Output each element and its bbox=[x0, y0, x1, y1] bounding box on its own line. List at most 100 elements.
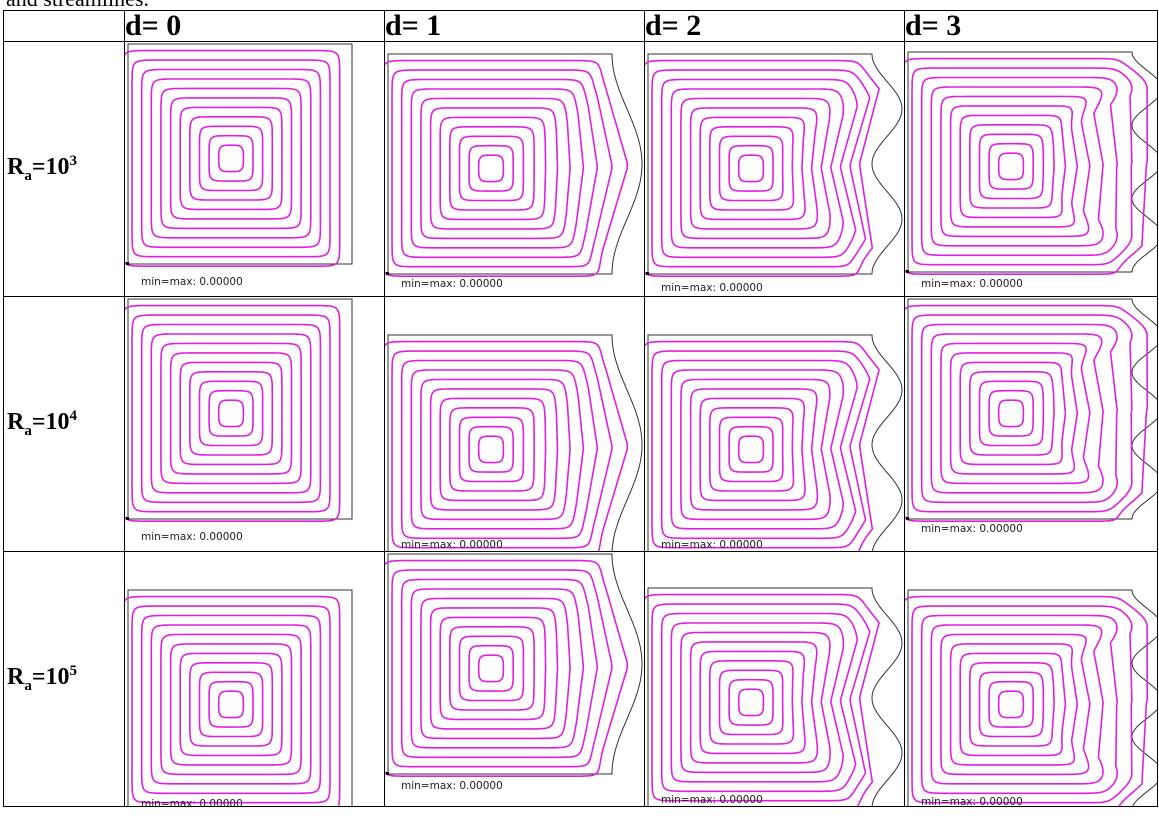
streamline-contour bbox=[959, 652, 1067, 757]
streamline-contour bbox=[179, 361, 283, 466]
streamline-contour bbox=[150, 333, 312, 494]
origin-marker bbox=[126, 517, 129, 520]
streamline-contour bbox=[458, 135, 525, 202]
streamline-contour bbox=[208, 680, 254, 728]
streamline-contour bbox=[400, 78, 599, 259]
streamline-contour bbox=[420, 97, 571, 240]
streamline-contour bbox=[969, 662, 1055, 747]
streamline-contour bbox=[905, 595, 1149, 806]
streamline-contour bbox=[699, 116, 806, 221]
streamline-plot bbox=[385, 334, 643, 551]
streamline-plot bbox=[905, 298, 1157, 522]
streamline-contour bbox=[737, 154, 765, 183]
corner-cell bbox=[3, 10, 125, 42]
streamline-contour bbox=[385, 559, 629, 777]
streamline-contour bbox=[930, 333, 1105, 494]
streamline-contour bbox=[718, 416, 784, 483]
streamline-contour bbox=[391, 569, 613, 768]
origin-marker bbox=[906, 517, 909, 520]
streamline-contour bbox=[718, 135, 784, 202]
plot-cell: min=max: 0.00000 bbox=[644, 551, 905, 807]
streamline-contour bbox=[217, 399, 245, 428]
streamline-plot bbox=[385, 553, 643, 777]
streamline-contour bbox=[189, 371, 274, 456]
streamline-contour bbox=[699, 650, 806, 755]
row-header-eq: =10 bbox=[31, 409, 70, 436]
streamline-contour bbox=[400, 578, 599, 759]
streamline-contour bbox=[189, 116, 274, 201]
streamline-contour bbox=[728, 144, 774, 192]
streamline-contour bbox=[949, 643, 1079, 766]
streamline-contour bbox=[391, 350, 613, 549]
plot-cell: min=max: 0.00000 bbox=[904, 551, 1158, 807]
origin-marker bbox=[646, 806, 649, 807]
row-header-eq: =10 bbox=[31, 154, 70, 181]
streamline-contour bbox=[160, 87, 302, 230]
streamline-contour bbox=[198, 380, 264, 447]
streamline-contour bbox=[959, 114, 1067, 219]
plot-cell: min=max: 0.00000 bbox=[384, 41, 645, 297]
min-max-label: min=max: 0.00000 bbox=[401, 780, 503, 792]
streamline-contour bbox=[208, 134, 254, 182]
streamline-contour bbox=[978, 671, 1045, 738]
streamline-contour bbox=[920, 76, 1119, 257]
origin-marker bbox=[386, 272, 389, 275]
streamline-contour bbox=[930, 86, 1105, 247]
min-max-label: min=max: 0.00000 bbox=[141, 531, 243, 543]
figure-caption: and streamlines. bbox=[6, 0, 149, 12]
streamline-contour bbox=[477, 654, 505, 683]
streamline-plot bbox=[125, 298, 353, 522]
streamline-plot bbox=[645, 53, 903, 277]
streamline-contour bbox=[429, 107, 559, 230]
domain-boundary bbox=[387, 553, 643, 775]
streamline-contour bbox=[911, 605, 1133, 804]
streamline-contour bbox=[905, 57, 1149, 275]
streamline-contour bbox=[140, 68, 322, 249]
streamline-contour bbox=[930, 624, 1105, 785]
streamline-contour bbox=[385, 340, 629, 551]
streamline-contour bbox=[217, 690, 245, 719]
streamline-contour bbox=[689, 388, 819, 511]
streamline-contour bbox=[660, 78, 859, 259]
streamline-plot bbox=[905, 589, 1157, 806]
streamline-contour bbox=[468, 425, 514, 473]
streamline-contour bbox=[988, 680, 1034, 728]
domain-boundary bbox=[387, 53, 643, 275]
streamline-plot bbox=[125, 43, 353, 267]
streamline-contour bbox=[449, 126, 536, 211]
streamline-contour bbox=[670, 622, 845, 783]
streamline-contour bbox=[689, 641, 819, 764]
streamline-contour bbox=[911, 314, 1133, 513]
row-header-sub: a bbox=[24, 422, 32, 439]
plot-cell: min=max: 0.00000 bbox=[124, 551, 385, 807]
streamline-contour bbox=[969, 124, 1055, 209]
streamline-contour bbox=[391, 69, 613, 268]
origin-marker bbox=[126, 262, 129, 265]
streamline-plot bbox=[125, 589, 353, 806]
streamline-contour bbox=[920, 323, 1119, 504]
streamline-contour bbox=[709, 407, 795, 492]
min-max-label: min=max: 0.00000 bbox=[141, 798, 243, 807]
streamline-contour bbox=[439, 397, 547, 502]
row-header-sub: a bbox=[24, 677, 32, 694]
streamline-contour bbox=[911, 67, 1133, 266]
streamline-contour bbox=[169, 97, 293, 220]
min-max-label: min=max: 0.00000 bbox=[921, 278, 1023, 290]
row-header-eq: =10 bbox=[31, 664, 70, 691]
plot-cell: min=max: 0.00000 bbox=[124, 296, 385, 552]
domain-boundary bbox=[647, 53, 903, 275]
domain-boundary bbox=[127, 298, 353, 520]
domain-boundary bbox=[387, 334, 643, 551]
streamline-contour bbox=[169, 643, 293, 766]
streamline-contour bbox=[449, 407, 536, 492]
streamline-contour bbox=[940, 342, 1091, 485]
row-header-exp: 3 bbox=[69, 153, 78, 170]
streamline-contour bbox=[660, 612, 859, 793]
min-max-label: min=max: 0.00000 bbox=[661, 282, 763, 294]
streamline-contour bbox=[699, 397, 806, 502]
row-header-base: R bbox=[7, 664, 25, 691]
streamline-contour bbox=[737, 688, 765, 717]
min-max-label: min=max: 0.00000 bbox=[401, 539, 503, 551]
plot-cell: min=max: 0.00000 bbox=[904, 41, 1158, 297]
streamline-contour bbox=[169, 352, 293, 475]
